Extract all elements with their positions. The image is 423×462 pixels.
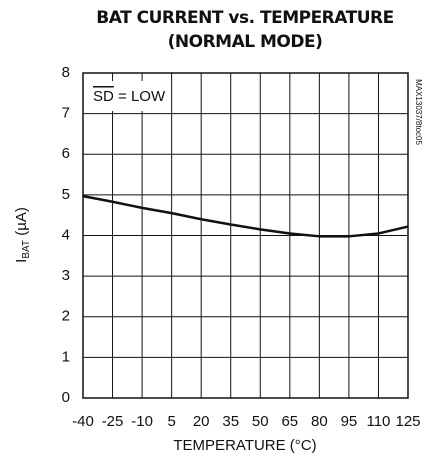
annotation: SD = LOW (93, 88, 166, 105)
y-tick-label: 4 (62, 226, 70, 243)
plot-frame (82, 72, 409, 399)
x-tick-label: 80 (311, 413, 328, 430)
y-tick-label: 2 (62, 308, 70, 325)
annotation-text: = LOW (114, 88, 166, 105)
x-tick-label: 5 (167, 413, 175, 430)
side-note: MAX13037/8toc05 (414, 79, 423, 145)
y-tick-label: 6 (62, 145, 70, 162)
chart-title: (NORMAL MODE) (168, 32, 323, 52)
annotation-bg (86, 81, 168, 111)
y-tick-label: 5 (62, 186, 70, 203)
y-label-unit: (µA) (13, 207, 30, 240)
x-tick-label: -25 (102, 413, 124, 430)
x-tick-label: -10 (131, 413, 153, 430)
x-tick-label: 95 (341, 413, 358, 430)
x-tick-label: 110 (366, 413, 390, 430)
y-axis-label: IBAT (µA) (13, 207, 32, 263)
y-tick-label: 3 (62, 267, 70, 284)
x-tick-label: 50 (252, 413, 269, 430)
x-tick-label: 35 (222, 413, 239, 430)
y-tick-label: 8 (62, 64, 70, 81)
y-tick-label: 0 (62, 389, 70, 406)
y-label-sub: BAT (21, 240, 32, 259)
x-tick-label: 65 (281, 413, 298, 430)
annotation-overline: SD (93, 88, 114, 105)
line (82, 194, 409, 238)
chart-title: BAT CURRENT vs. TEMPERATURE (96, 8, 393, 28)
y-tick-label: 7 (62, 105, 70, 122)
y-tick-label: 1 (62, 348, 70, 365)
y-label-main: I (13, 259, 30, 263)
x-tick-label: 125 (395, 413, 420, 430)
x-tick-label: 20 (193, 413, 210, 430)
x-tick-label: -40 (72, 413, 94, 430)
x-axis-label: TEMPERATURE (°C) (173, 437, 316, 454)
